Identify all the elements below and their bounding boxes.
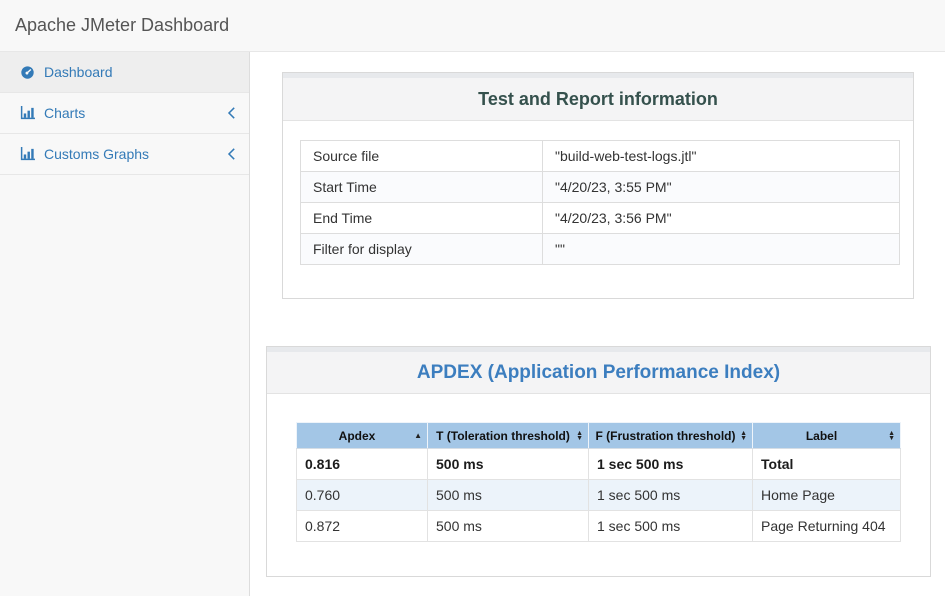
bar-chart-icon (19, 105, 35, 121)
column-header-apdex[interactable]: Apdex ▲ (296, 422, 428, 449)
info-label: End Time (300, 202, 543, 234)
card-top-strip (267, 347, 930, 352)
column-header-frustration[interactable]: F (Frustration threshold) ▲ ▼ (588, 422, 753, 449)
apdex-row: 0.760 500 ms 1 sec 500 ms Home Page (296, 479, 901, 511)
toleration-value: 500 ms (427, 510, 589, 542)
column-header-label: T (Toleration threshold) (436, 428, 570, 443)
apdex-card-header: APDEX (Application Performance Index) (267, 352, 930, 394)
info-card-body: Source file "build-web-test-logs.jtl" St… (283, 140, 913, 265)
apdex-value: 0.872 (296, 510, 428, 542)
column-header-toleration[interactable]: T (Toleration threshold) ▲ ▼ (427, 422, 589, 449)
apdex-value: 0.760 (296, 479, 428, 511)
sidebar-item-dashboard[interactable]: Dashboard (0, 52, 249, 93)
label-value: Home Page (752, 479, 901, 511)
sidebar-item-label: Charts (44, 105, 86, 121)
info-card-header: Test and Report information (283, 78, 913, 121)
toleration-value: 500 ms (427, 448, 589, 480)
column-header-label: F (Frustration threshold) (595, 428, 736, 443)
table-row: Start Time "4/20/23, 3:55 PM" (300, 171, 900, 203)
sort-ascending-icon: ▲ (414, 430, 422, 440)
frustration-value: 1 sec 500 ms (588, 510, 753, 542)
table-row: Filter for display "" (300, 233, 900, 265)
sidebar: Dashboard Charts Customs (0, 52, 250, 596)
apdex-card-body: Apdex ▲ T (Toleration threshold) ▲ ▼ (267, 422, 930, 542)
apdex-table: Apdex ▲ T (Toleration threshold) ▲ ▼ (296, 422, 901, 542)
sidebar-item-customs-graphs[interactable]: Customs Graphs (0, 134, 249, 175)
info-label: Start Time (300, 171, 543, 203)
test-report-info-card: Test and Report information Source file … (282, 72, 914, 299)
info-label: Filter for display (300, 233, 543, 265)
toleration-value: 500 ms (427, 479, 589, 511)
app-title: Apache JMeter Dashboard (15, 15, 230, 35)
column-header-label: Label (805, 428, 838, 443)
sort-both-icon: ▲ ▼ (888, 429, 895, 442)
column-header-label-col[interactable]: Label ▲ ▼ (752, 422, 901, 449)
sidebar-item-charts[interactable]: Charts (0, 93, 249, 134)
info-value: "build-web-test-logs.jtl" (542, 140, 900, 172)
label-value: Page Returning 404 (752, 510, 901, 542)
card-top-strip (283, 73, 913, 78)
apdex-card-title: APDEX (Application Performance Index) (416, 361, 781, 383)
apdex-card: APDEX (Application Performance Index) Ap… (266, 346, 931, 577)
info-value: "4/20/23, 3:56 PM" (542, 202, 900, 234)
frustration-value: 1 sec 500 ms (588, 448, 753, 480)
frustration-value: 1 sec 500 ms (588, 479, 753, 511)
column-header-label: Apdex (338, 428, 376, 443)
bar-chart-icon (19, 146, 35, 162)
info-label: Source file (300, 140, 543, 172)
sort-both-icon: ▲ ▼ (740, 429, 747, 442)
chevron-left-icon[interactable] (227, 106, 237, 120)
sort-both-icon: ▲ ▼ (576, 429, 583, 442)
table-row: End Time "4/20/23, 3:56 PM" (300, 202, 900, 234)
info-value: "4/20/23, 3:55 PM" (542, 171, 900, 203)
test-report-info-table: Source file "build-web-test-logs.jtl" St… (300, 140, 900, 265)
table-row: Source file "build-web-test-logs.jtl" (300, 140, 900, 172)
tachometer-icon (19, 64, 35, 80)
main-content: Test and Report information Source file … (251, 52, 945, 596)
chevron-left-icon[interactable] (227, 147, 237, 161)
info-value: "" (542, 233, 900, 265)
sidebar-item-label: Customs Graphs (44, 146, 150, 162)
apdex-value: 0.816 (296, 448, 428, 480)
apdex-row: 0.872 500 ms 1 sec 500 ms Page Returning… (296, 510, 901, 542)
info-card-title: Test and Report information (478, 88, 718, 109)
apdex-row-total: 0.816 500 ms 1 sec 500 ms Total (296, 448, 901, 480)
apdex-header-row: Apdex ▲ T (Toleration threshold) ▲ ▼ (296, 422, 901, 449)
label-value: Total (752, 448, 901, 480)
top-navbar: Apache JMeter Dashboard (0, 0, 945, 52)
sidebar-item-label: Dashboard (44, 64, 113, 80)
